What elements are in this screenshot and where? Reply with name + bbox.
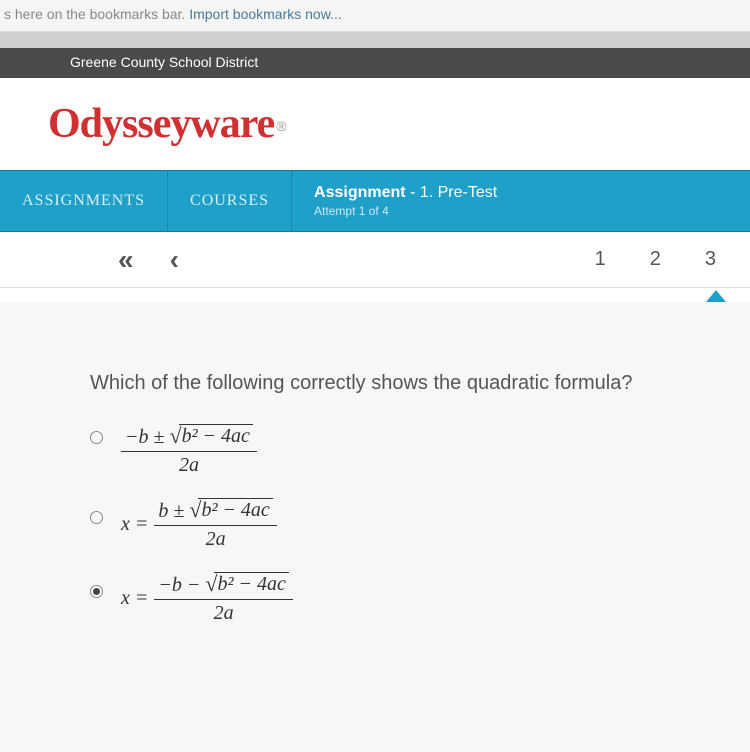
registered-icon: ® [276,118,286,134]
logo-area: Odysseyware® [0,78,750,170]
pager-question-1[interactable]: 1 [573,248,628,271]
bookmarks-bar: s here on the bookmarks bar. Import book… [0,0,750,32]
nav-courses[interactable]: COURSES [168,171,292,231]
tab-bar [0,32,750,48]
bookmarks-hint: s here on the bookmarks bar. [4,6,189,22]
import-bookmarks-link[interactable]: Import bookmarks now... [189,6,342,22]
formula-option-1: −b ± √b² − 4ac 2a [121,423,257,477]
pager-first-icon[interactable]: « [100,244,152,276]
district-name: Greene County School District [70,54,258,70]
pager-question-3[interactable]: 3 [683,248,738,271]
brand-logo: Odysseyware [48,101,274,147]
question-text: Which of the following correctly shows t… [90,372,730,395]
nav-assignments[interactable]: ASSIGNMENTS [0,171,168,231]
attempt-info: Attempt 1 of 4 [314,204,497,218]
formula-option-2: x = b ± √b² − 4ac 2a [121,497,277,551]
radio-option-3[interactable] [90,585,103,598]
answer-option-2[interactable]: x = b ± √b² − 4ac 2a [90,497,730,551]
pager-indicator [0,288,750,302]
radio-option-1[interactable] [90,431,103,444]
district-bar: Greene County School District [0,48,750,78]
current-question-marker-icon [706,290,726,302]
answer-option-3[interactable]: x = −b − √b² − 4ac 2a [90,571,730,625]
question-content: Which of the following correctly shows t… [0,302,750,752]
nav-current-assignment[interactable]: Assignment - 1. Pre-Test Attempt 1 of 4 [292,171,519,231]
formula-option-3: x = −b − √b² − 4ac 2a [121,571,293,625]
answer-option-1[interactable]: −b ± √b² − 4ac 2a [90,423,730,477]
pager-question-2[interactable]: 2 [628,248,683,271]
pager-prev-icon[interactable]: ‹ [152,244,197,276]
question-pager: « ‹ 1 2 3 [0,232,750,288]
assignment-title-line: Assignment - 1. Pre-Test [314,184,497,202]
assignment-name: - 1. Pre-Test [406,184,498,201]
main-nav: ASSIGNMENTS COURSES Assignment - 1. Pre-… [0,170,750,232]
radio-option-2[interactable] [90,511,103,524]
assignment-label: Assignment [314,184,406,201]
